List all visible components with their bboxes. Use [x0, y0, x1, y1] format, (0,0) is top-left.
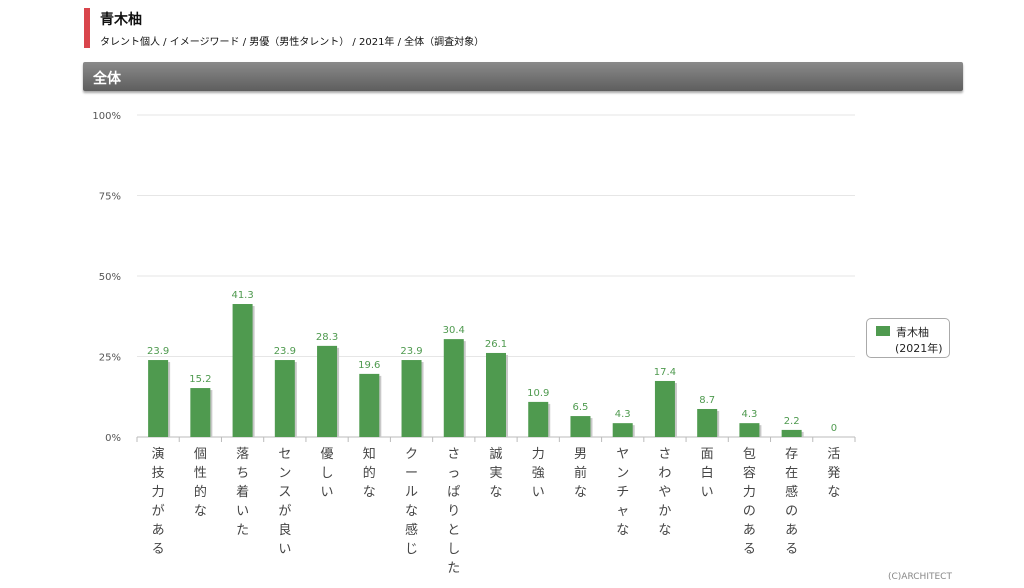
- category-label: さっぱりとした: [447, 447, 460, 576]
- legend-label-year: (2021年): [895, 342, 943, 355]
- bar: [148, 360, 169, 437]
- bar: [443, 339, 464, 437]
- breadcrumb-subtitle: タレント個人 / イメージワード / 男優（男性タレント） / 2021年 / …: [100, 37, 485, 48]
- bar: [359, 373, 380, 437]
- data-label: 23.9: [274, 346, 296, 357]
- category-label: 優しい: [321, 447, 334, 500]
- category-label: 存在感のある: [785, 447, 798, 557]
- bar: [486, 352, 506, 437]
- bar: [654, 380, 675, 437]
- data-label: 10.9: [527, 388, 549, 399]
- section-banner: 全体: [83, 62, 963, 91]
- bar: [232, 304, 253, 437]
- title-accent-bar: [84, 8, 90, 48]
- category-label: 個性的な: [194, 447, 207, 519]
- category-label: 活発な: [827, 447, 840, 500]
- bar: [697, 408, 718, 437]
- y-tick-label: 75%: [99, 192, 121, 203]
- bar: [570, 416, 591, 437]
- data-label: 8.7: [699, 395, 715, 406]
- data-label: 28.3: [316, 332, 338, 343]
- bar: [190, 388, 211, 437]
- legend-label-name: 青木柚: [896, 326, 929, 339]
- category-label: 面白い: [701, 447, 714, 500]
- data-label: 6.5: [573, 402, 589, 413]
- category-label: 知的な: [363, 446, 376, 500]
- data-label: 41.3: [231, 290, 253, 301]
- bar: [781, 429, 802, 437]
- category-label: 力強い: [532, 447, 545, 500]
- category-label: 演技力がある: [152, 446, 165, 557]
- bar: [739, 423, 760, 437]
- category-label: さわやかな: [658, 447, 671, 538]
- copyright-credit: (C)ARCHITECT: [888, 572, 952, 582]
- y-tick-label: 25%: [99, 353, 121, 364]
- bar: [612, 423, 633, 437]
- category-label: 落ち着いた: [236, 447, 249, 538]
- y-tick-label: 50%: [99, 272, 121, 283]
- bar: [274, 360, 295, 437]
- category-label: クールな感じ: [405, 447, 418, 557]
- data-label: 17.4: [654, 367, 676, 378]
- category-label: ヤンチャな: [616, 447, 629, 538]
- data-label: 19.6: [358, 360, 380, 371]
- category-label: センスが良い: [278, 447, 291, 557]
- data-label: 0: [831, 423, 837, 434]
- data-label: 23.9: [400, 346, 422, 357]
- section-banner-label: 全体: [93, 71, 121, 87]
- bar: [317, 345, 338, 437]
- data-label: 30.4: [443, 325, 465, 336]
- legend-swatch: [876, 326, 890, 336]
- y-tick-label: 100%: [92, 111, 121, 122]
- data-label: 4.3: [615, 409, 631, 420]
- data-label: 2.2: [784, 416, 800, 427]
- data-label: 26.1: [485, 339, 507, 350]
- bar: [528, 401, 549, 437]
- data-label: 23.9: [147, 346, 169, 357]
- talent-name-title: 青木柚: [100, 12, 142, 28]
- category-label: 包容力のある: [743, 447, 756, 557]
- category-label: 男前な: [574, 447, 587, 500]
- chart-legend: 青木柚 (2021年): [866, 318, 950, 358]
- data-label: 15.2: [189, 374, 211, 385]
- y-tick-label: 0%: [105, 433, 121, 444]
- data-label: 4.3: [741, 409, 757, 420]
- category-label: 誠実な: [489, 447, 502, 500]
- bar: [401, 360, 422, 437]
